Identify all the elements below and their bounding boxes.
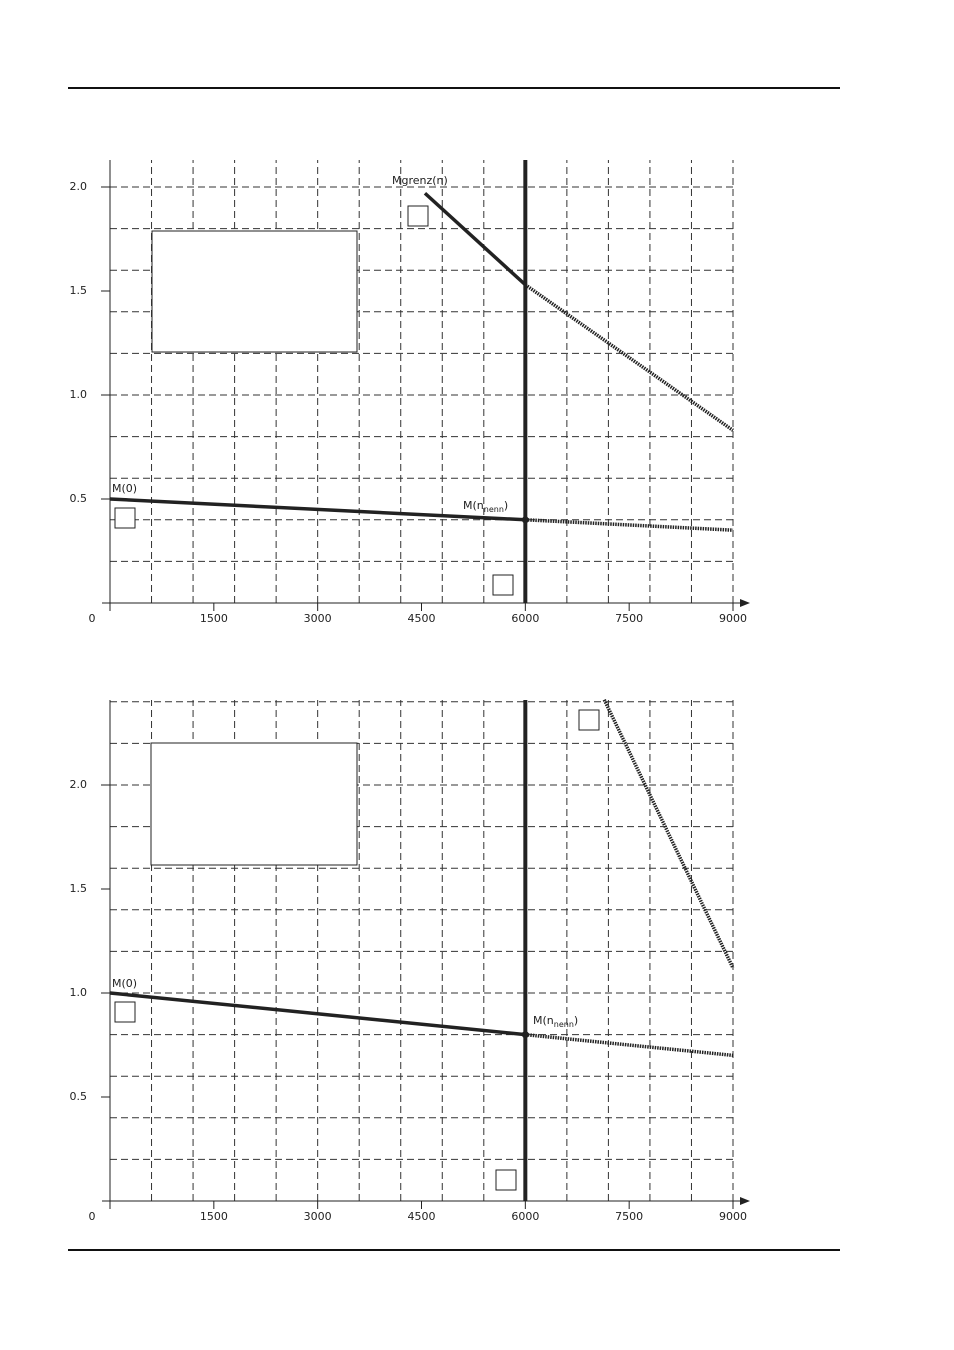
- curve: [525, 518, 734, 532]
- annotation: M(nnenn): [533, 1014, 578, 1029]
- annotation-text: M(0): [112, 482, 137, 495]
- annotation-text: M(n: [533, 1014, 554, 1027]
- x-tick-label: 6000: [511, 1210, 539, 1223]
- rated-point: [521, 1031, 529, 1039]
- annotation-sub: nenn: [484, 505, 504, 514]
- y-tick-label: 2.0: [70, 778, 88, 791]
- curve: [602, 698, 735, 969]
- x-tick-label: 4500: [408, 1210, 436, 1223]
- x-tick-label: 4500: [408, 612, 436, 625]
- y-tick-label: 2.0: [70, 180, 88, 193]
- x-tick-label: 7500: [615, 1210, 643, 1223]
- axis-arrow: [740, 1197, 750, 1205]
- annotation-text: M(n: [463, 499, 484, 512]
- curve: [524, 283, 735, 432]
- x-tick-label: 1500: [200, 1210, 228, 1223]
- x-tick-label: 0: [89, 1210, 96, 1223]
- curve: [109, 497, 526, 522]
- check-box: [578, 709, 600, 731]
- check-box: [492, 574, 514, 596]
- x-tick-label: 1500: [200, 612, 228, 625]
- annotation: M(nnenn): [463, 499, 508, 514]
- y-tick-label: 0.5: [70, 492, 88, 505]
- annotation: M(0): [112, 977, 137, 990]
- text-box: [150, 742, 358, 866]
- boxes: [114, 205, 600, 1191]
- axis-arrow: [740, 599, 750, 607]
- text-box: [151, 230, 358, 353]
- check-box: [114, 1001, 136, 1023]
- x-tick-label: 0: [89, 612, 96, 625]
- annotation-end: ): [504, 499, 508, 512]
- check-box: [114, 507, 136, 529]
- annotation: Mgrenz(n): [392, 174, 448, 187]
- check-box: [495, 1169, 517, 1191]
- annotation-end: ): [574, 1014, 578, 1027]
- y-tick-label: 0.5: [70, 1090, 88, 1103]
- x-tick-label: 9000: [719, 1210, 747, 1223]
- y-tick-label: 1.5: [70, 882, 88, 895]
- curve: [109, 991, 526, 1037]
- y-tick-label: 1.0: [70, 388, 88, 401]
- y-tick-label: 1.0: [70, 986, 88, 999]
- annotation-text: M(0): [112, 977, 137, 990]
- x-tick-label: 3000: [304, 1210, 332, 1223]
- annotation-sub: nenn: [554, 1020, 574, 1029]
- x-tick-label: 3000: [304, 612, 332, 625]
- rated-point: [521, 516, 529, 524]
- x-tick-label: 9000: [719, 612, 747, 625]
- curve: [525, 1032, 734, 1058]
- check-box: [407, 205, 429, 227]
- y-tick-label: 1.5: [70, 284, 88, 297]
- x-tick-label: 6000: [511, 612, 539, 625]
- annotation: M(0): [112, 482, 137, 495]
- annotation-text: Mgrenz(n): [392, 174, 448, 187]
- x-tick-label: 7500: [615, 612, 643, 625]
- curve: [423, 191, 527, 287]
